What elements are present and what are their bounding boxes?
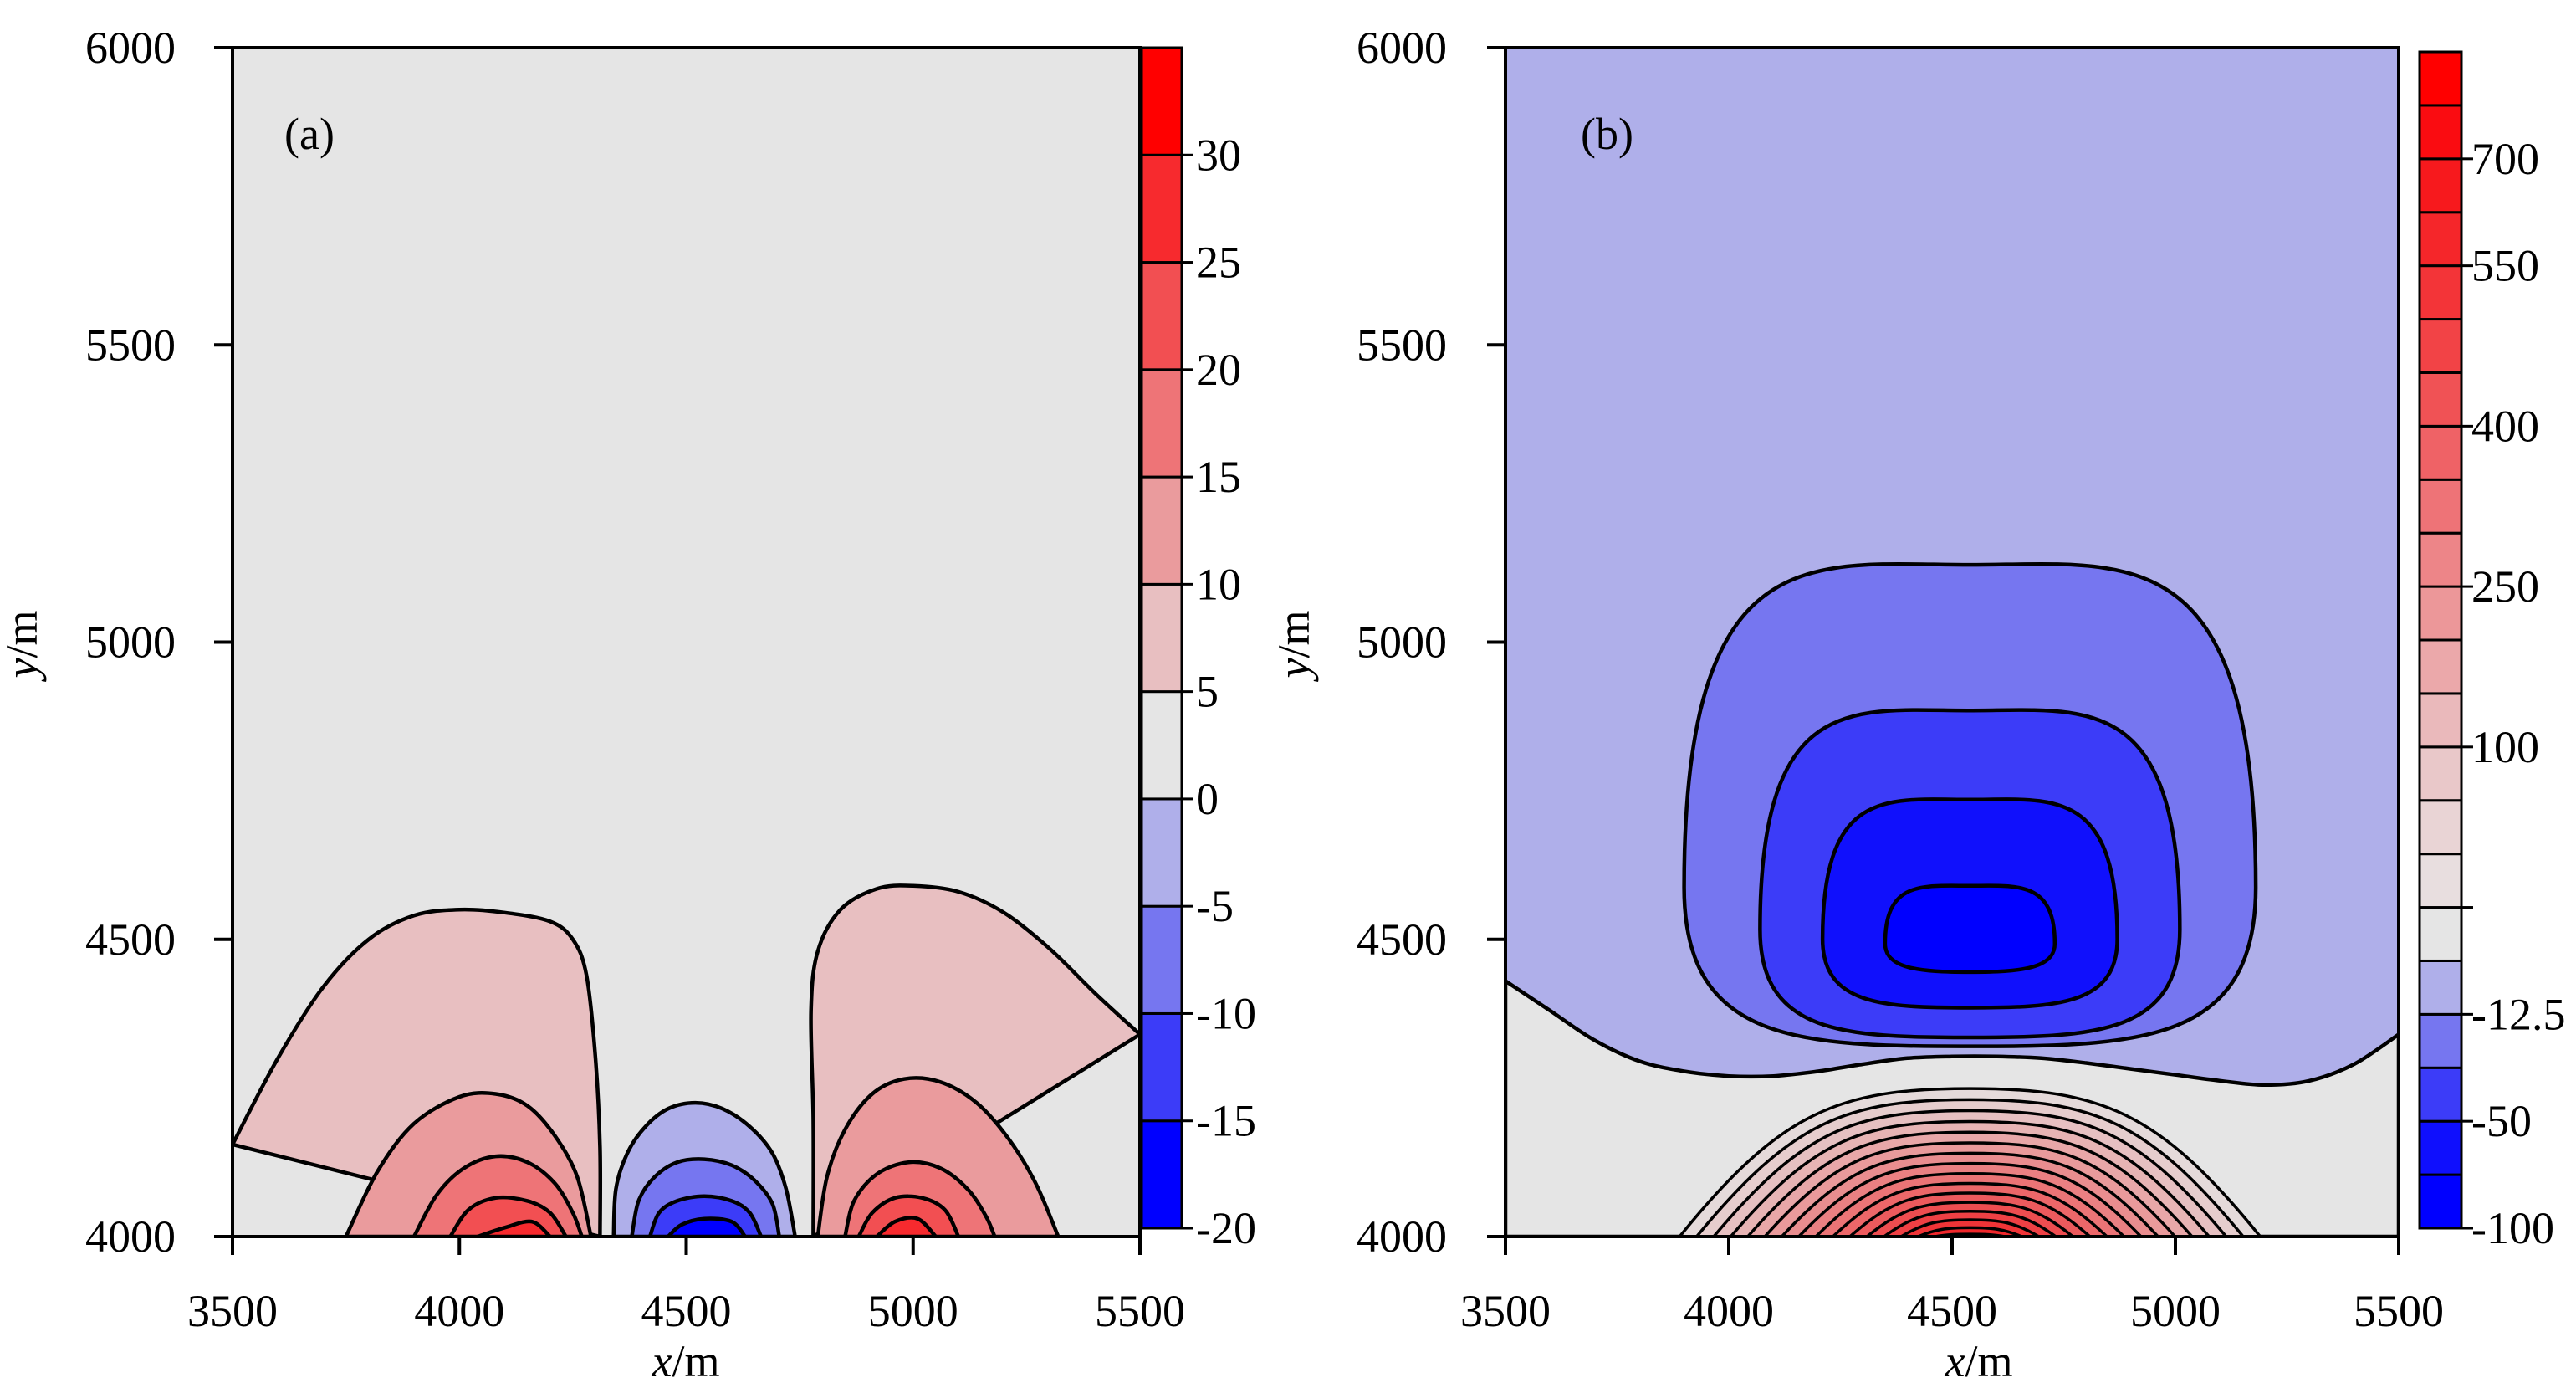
colorbar-bin <box>2418 157 2463 214</box>
y-tick-label: 5000 <box>85 617 176 668</box>
panel-a-colorbar: -20 -15 -10 -5 0 5 10 15 20 25 30 <box>1140 46 1256 1253</box>
colorbar-tick-label: -10 <box>1196 988 1256 1038</box>
y-tick-label: 6000 <box>85 23 176 73</box>
colorbar-bin <box>2418 959 2463 1016</box>
colorbar-tick-label: 400 <box>2471 401 2539 451</box>
y-tick-label: 4500 <box>85 914 176 965</box>
colorbar-tick-label: -20 <box>1196 1203 1256 1253</box>
colorbar-bin <box>2418 1173 2463 1230</box>
colorbar-tick-label: 100 <box>2471 722 2539 772</box>
colorbar-tick-label: -5 <box>1196 881 1234 931</box>
colorbar-bin <box>1140 475 1183 586</box>
colorbar-tick-label: 250 <box>2471 561 2539 612</box>
y-tick-label: 4000 <box>1357 1211 1447 1262</box>
colorbar-bin <box>1140 582 1183 694</box>
colorbar-tick-label: 15 <box>1196 452 1241 502</box>
x-tick-label: 4000 <box>1684 1286 1774 1336</box>
panel-b-x-axis-label: x/m <box>1945 1336 2013 1386</box>
panel-b-y-axis-label: y/m <box>1269 611 1319 683</box>
colorbar-tick-label: 5 <box>1196 667 1219 717</box>
y-tick-label: 5500 <box>1357 320 1447 370</box>
colorbar-bin <box>2418 906 2463 962</box>
colorbar-tick-label: -15 <box>1196 1096 1256 1146</box>
colorbar-bin <box>1140 368 1183 479</box>
colorbar-bin <box>2418 1119 2463 1176</box>
colorbar-bin <box>2418 371 2463 428</box>
colorbar-tick-label: 10 <box>1196 559 1241 609</box>
x-tick-label: 5500 <box>1095 1286 1185 1336</box>
panel-a-x-axis-label: x/m <box>652 1336 720 1386</box>
colorbar-bin <box>2418 745 2463 802</box>
colorbar-bin <box>2418 318 2463 374</box>
colorbar-bin <box>2418 211 2463 268</box>
colorbar-bin <box>1140 1119 1183 1230</box>
x-tick-label: 5000 <box>2130 1286 2221 1336</box>
colorbar-tick-label: 700 <box>2471 134 2539 184</box>
panel-b-colorbar: -100 -50 -12.5 100 250 400 550 700 <box>2418 50 2565 1253</box>
panel-b-label: (b) <box>1581 109 1633 159</box>
colorbar-tick-label: 25 <box>1196 238 1241 288</box>
panel-b: 3500 4000 4500 5000 5500 4000 4500 5000 5500 600… <box>1269 23 2565 1386</box>
colorbar-bin <box>2418 264 2463 321</box>
panel-a-label: (a) <box>284 109 335 159</box>
x-tick-label: 4000 <box>414 1286 504 1336</box>
colorbar-bin <box>1140 153 1183 264</box>
colorbar-bin <box>2418 424 2463 481</box>
colorbar-tick-label: 30 <box>1196 130 1241 180</box>
x-tick-label: 4500 <box>641 1286 732 1336</box>
right-positive-contour-5 <box>875 1216 938 1237</box>
y-tick-label: 6000 <box>1357 23 1447 73</box>
colorbar-bin <box>2418 585 2463 642</box>
colorbar-bin <box>1140 46 1183 156</box>
colorbar-bin <box>1140 1011 1183 1123</box>
y-tick-label: 4500 <box>1357 914 1447 965</box>
x-tick-label: 5500 <box>2354 1286 2444 1336</box>
negative-contour-4 <box>1883 883 2057 975</box>
colorbar-tick-label: -100 <box>2471 1203 2554 1253</box>
colorbar-bin <box>2418 104 2463 161</box>
colorbar-bin <box>2418 799 2463 856</box>
panel-a: 3500 4000 4500 5000 5500 4000450050005500600… <box>0 23 1256 1386</box>
x-tick-label: 3500 <box>1460 1286 1551 1336</box>
panel-b-x-axis: 3500 4000 4500 5000 5500 <box>1460 1237 2444 1336</box>
y-tick-label: 5500 <box>85 320 176 370</box>
colorbar-bin <box>2418 1012 2463 1069</box>
colorbar-bin <box>2418 478 2463 535</box>
panel-a-x-axis: 3500 4000 4500 5000 5500 <box>187 1237 1185 1336</box>
colorbar-tick-label: 550 <box>2471 241 2539 291</box>
colorbar-bin <box>2418 638 2463 695</box>
panel-a-plot-area <box>233 48 1140 1237</box>
panel-a-y-axis: 4000 4500 5000 5500 6000 <box>85 23 233 1262</box>
colorbar-bin <box>1140 261 1183 371</box>
panel-b-plot-area <box>1505 48 2399 1237</box>
x-tick-label: 3500 <box>187 1286 278 1336</box>
x-tick-label: 4500 <box>1907 1286 1997 1336</box>
colorbar-bin <box>1140 904 1183 1015</box>
y-tick-label: 4000 <box>85 1211 176 1262</box>
colorbar-bin <box>2418 50 2463 107</box>
colorbar-bin <box>2418 692 2463 749</box>
colorbar-bin <box>2418 531 2463 588</box>
y-tick-label: 5000 <box>1357 617 1447 668</box>
colorbar-bin <box>1140 690 1183 801</box>
colorbar-bin <box>2418 1066 2463 1123</box>
left-positive-contour-5 <box>475 1219 553 1237</box>
colorbar-tick-label: -12.5 <box>2471 989 2565 1039</box>
panel-a-y-axis-label: y/m <box>0 611 47 683</box>
x-tick-label: 5000 <box>868 1286 958 1336</box>
colorbar-tick-label: 20 <box>1196 345 1241 395</box>
colorbar-bin <box>2418 853 2463 909</box>
colorbar-tick-label: 0 <box>1196 774 1219 824</box>
center-negative-contour-4 <box>666 1216 748 1237</box>
colorbar-bin <box>1140 797 1183 908</box>
panel-b-y-axis: 4000 4500 5000 5500 6000 <box>1357 23 1505 1262</box>
colorbar-tick-label: -50 <box>2471 1096 2532 1146</box>
